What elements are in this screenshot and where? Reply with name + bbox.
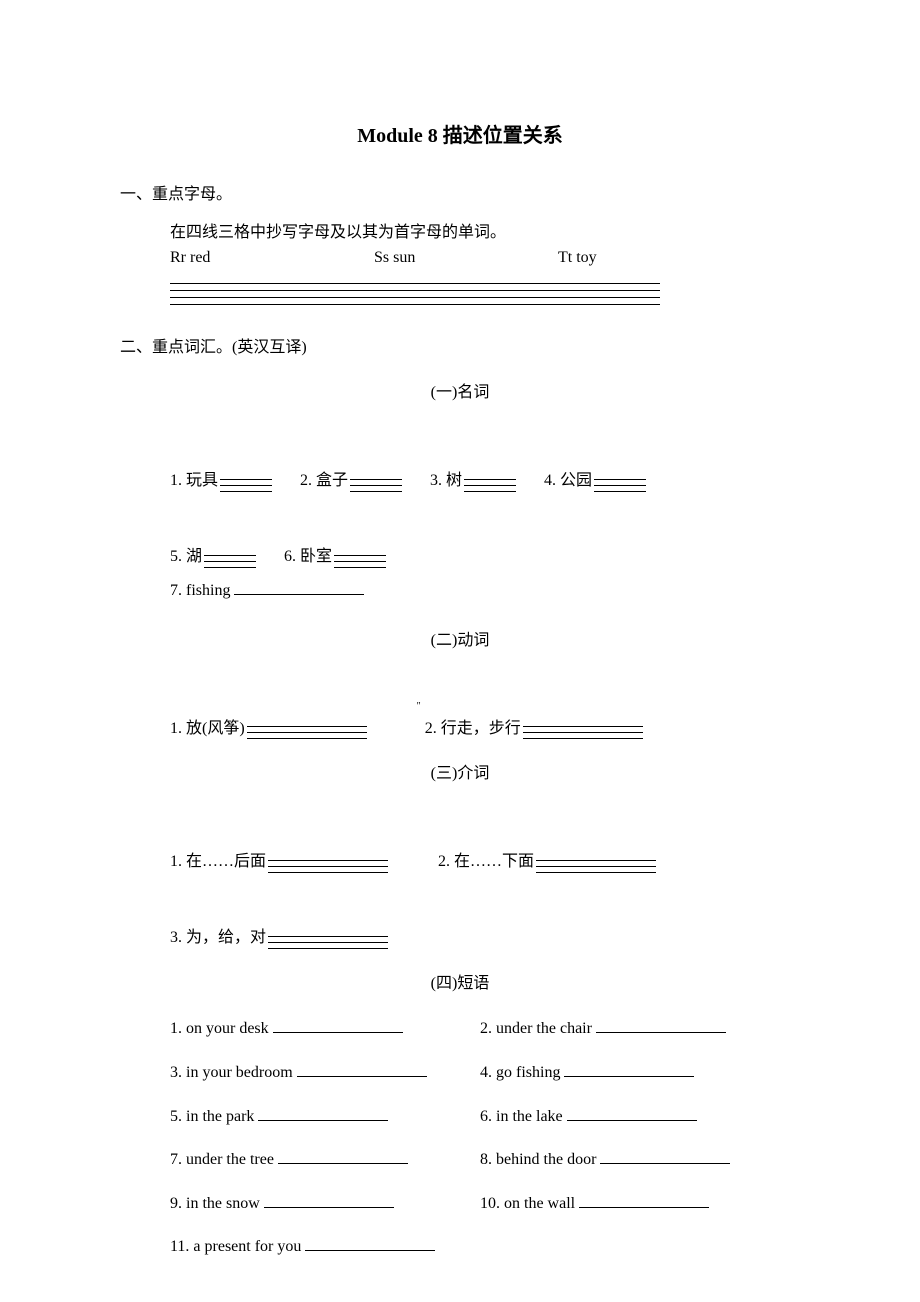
phrase-7: 7. under the tree — [170, 1151, 274, 1168]
noun-7: 7. fishing — [170, 582, 230, 599]
noun-row-2: 5. 湖 6. 卧室 — [170, 502, 790, 570]
phrase-10: 10. on the wall — [480, 1195, 575, 1212]
answer-lines — [268, 855, 388, 873]
letter-row: Rr red Ss sun Tt toy — [170, 245, 790, 271]
section1-header: 一、重点字母。 — [120, 182, 790, 208]
blank-line — [564, 1063, 694, 1077]
letter-r: Rr red — [170, 245, 370, 271]
answer-lines — [204, 550, 256, 568]
answer-lines — [594, 474, 646, 492]
blank-line — [258, 1107, 388, 1121]
blank-line — [234, 581, 364, 595]
noun-7-row: 7. fishing — [170, 578, 790, 604]
letter-s: Ss sun — [374, 245, 554, 271]
phrase-2: 2. under the chair — [480, 1020, 592, 1037]
phrase-11: 11. a present for you — [170, 1238, 301, 1255]
sub1-title: (一)名词 — [130, 380, 790, 406]
blank-line — [579, 1194, 709, 1208]
verb-1: 1. 放(风筝) — [170, 716, 245, 742]
verb-row: 1. 放(风筝) " 2. 行走，步行 — [170, 673, 790, 741]
blank-line — [264, 1194, 394, 1208]
prep-3: 3. 为，给，对 — [170, 925, 266, 951]
noun-2: 2. 盒子 — [300, 468, 348, 494]
prep-row-2: 3. 为，给，对 — [170, 883, 790, 951]
answer-lines — [523, 721, 643, 739]
verb-2: 2. 行走，步行 — [425, 716, 521, 742]
answer-lines — [350, 474, 402, 492]
blank-line — [305, 1237, 435, 1251]
answer-lines — [268, 931, 388, 949]
answer-lines — [220, 474, 272, 492]
phrase-8: 8. behind the door — [480, 1151, 596, 1168]
phrase-4: 4. go fishing — [480, 1064, 560, 1081]
noun-4: 4. 公园 — [544, 468, 592, 494]
blank-line — [278, 1150, 408, 1164]
footnote-mark: " — [417, 699, 421, 715]
phrase-grid: 1. on your desk 2. under the chair 3. in… — [170, 1016, 790, 1260]
blank-line — [596, 1019, 726, 1033]
blank-line — [600, 1150, 730, 1164]
phrase-6: 6. in the lake — [480, 1108, 563, 1125]
prep-1: 1. 在……后面 — [170, 849, 266, 875]
sub3-title: (三)介词 — [130, 761, 790, 787]
noun-3: 3. 树 — [430, 468, 462, 494]
answer-lines — [334, 550, 386, 568]
answer-lines — [247, 721, 367, 739]
letter-t: Tt toy — [558, 245, 678, 271]
answer-lines — [536, 855, 656, 873]
section1-instruction: 在四线三格中抄写字母及以其为首字母的单词。 — [170, 220, 790, 246]
phrase-9: 9. in the snow — [170, 1195, 260, 1212]
noun-row-1: 1. 玩具 2. 盒子 3. 树 4. 公园 — [170, 426, 790, 494]
sub2-title: (二)动词 — [130, 628, 790, 654]
writing-lines — [170, 277, 660, 305]
phrase-5: 5. in the park — [170, 1108, 254, 1125]
prep-row-1: 1. 在……后面 2. 在……下面 — [170, 807, 790, 875]
noun-1: 1. 玩具 — [170, 468, 218, 494]
blank-line — [273, 1019, 403, 1033]
blank-line — [297, 1063, 427, 1077]
noun-6: 6. 卧室 — [284, 544, 332, 570]
blank-line — [567, 1107, 697, 1121]
sub4-title: (四)短语 — [130, 971, 790, 997]
section2-header: 二、重点词汇。(英汉互译) — [120, 335, 790, 361]
answer-lines — [464, 474, 516, 492]
noun-5: 5. 湖 — [170, 544, 202, 570]
page-title: Module 8 描述位置关系 — [130, 120, 790, 152]
phrase-1: 1. on your desk — [170, 1020, 269, 1037]
phrase-3: 3. in your bedroom — [170, 1064, 293, 1081]
prep-2: 2. 在……下面 — [438, 849, 534, 875]
